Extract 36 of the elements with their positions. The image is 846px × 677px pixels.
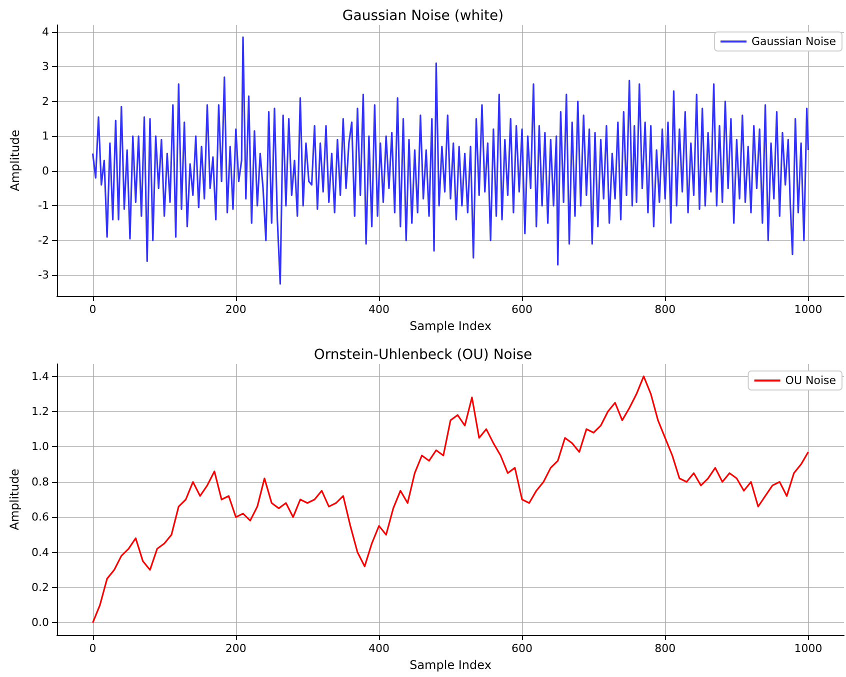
y-tick-label: 1: [42, 130, 49, 143]
x-tick-label: 800: [654, 303, 676, 316]
y-tick-label: 3: [42, 60, 49, 74]
x-tick-label: 600: [512, 642, 533, 655]
x-tick-label: 0: [89, 303, 96, 316]
chart-title: Ornstein-Uhlenbeck (OU) Noise: [314, 347, 532, 363]
x-tick-label: 200: [225, 642, 246, 655]
y-tick-label: 1.2: [32, 405, 49, 418]
x-tick-label: 0: [89, 642, 96, 655]
x-tick-label: 200: [225, 303, 246, 316]
y-tick-label: 1.4: [32, 370, 49, 383]
x-tick-label: 600: [512, 303, 533, 316]
y-tick-label: 1.0: [32, 440, 49, 454]
y-tick-label: 2: [42, 94, 49, 108]
y-axis-title: Amplitude: [8, 130, 22, 192]
x-tick-label: 400: [368, 303, 390, 316]
y-tick-label: -3: [38, 268, 49, 282]
x-tick-label: 400: [368, 642, 390, 655]
x-axis-title: Sample Index: [410, 658, 492, 672]
x-tick-label: 1000: [794, 642, 822, 655]
y-tick-label: 0.0: [32, 616, 49, 630]
y-axis-title: Amplitude: [8, 468, 22, 530]
legend-label: Gaussian Noise: [752, 35, 836, 48]
chart-title: Gaussian Noise (white): [342, 8, 504, 24]
x-axis-title: Sample Index: [410, 318, 492, 333]
x-tick-label: 800: [654, 642, 676, 655]
y-tick-label: 0.4: [32, 546, 49, 559]
y-tick-label: -1: [38, 199, 49, 212]
x-tick-label: 1000: [794, 303, 822, 316]
y-tick-label: 0.8: [32, 475, 49, 488]
y-tick-label: 0.6: [32, 510, 49, 524]
y-tick-label: -2: [38, 234, 49, 247]
legend-label: OU Noise: [785, 374, 836, 387]
y-tick-label: 4: [42, 25, 49, 38]
y-tick-label: 0.2: [32, 580, 49, 594]
y-tick-label: 0: [42, 164, 49, 178]
